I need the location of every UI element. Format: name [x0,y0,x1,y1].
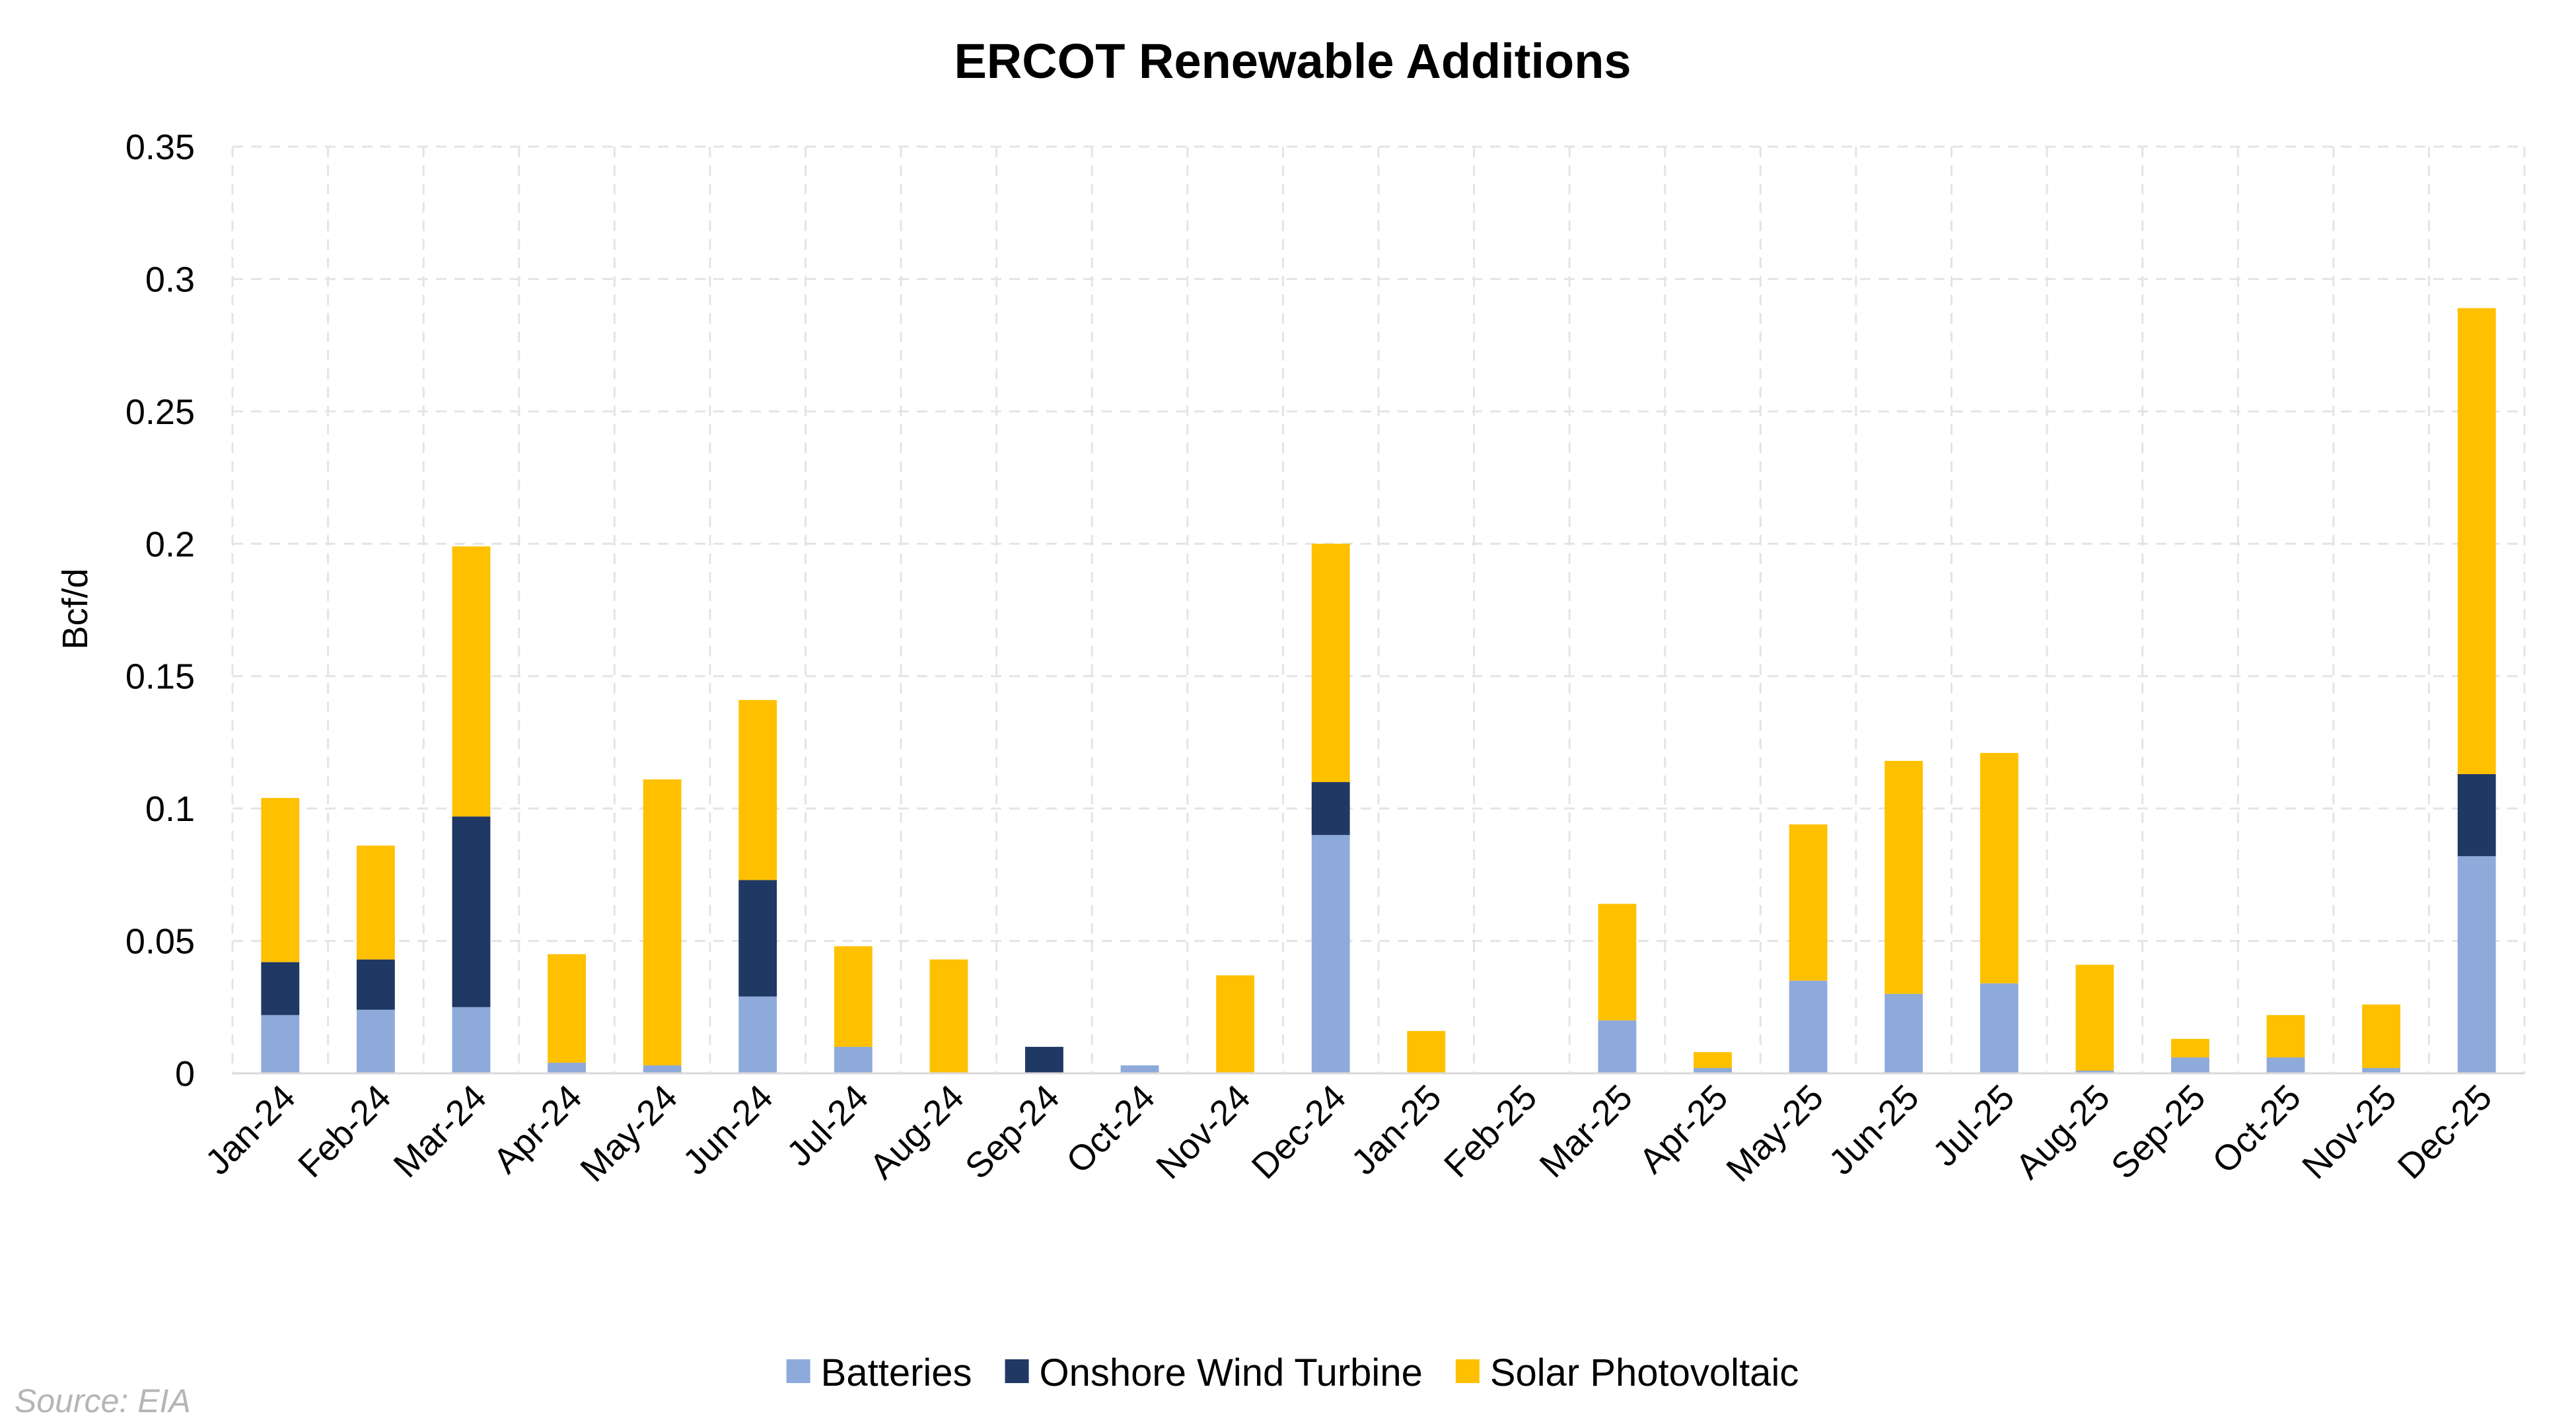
x-tick-label: Nov-25 [2295,1077,2404,1187]
x-tick-label: Jan-24 [198,1077,303,1182]
x-axis-ticks: Jan-24Feb-24Mar-24Apr-24May-24Jun-24Jul-… [198,1077,2500,1190]
bar-segment [1789,824,1828,981]
x-tick-label: Dec-24 [1244,1077,1354,1187]
y-tick-label: 0.15 [125,657,195,697]
bar-segment [1694,1067,1732,1073]
bar-segment [643,779,682,1065]
bar-segment [261,1015,300,1073]
x-tick-label: Jul-24 [779,1077,876,1174]
bar-segment [261,962,300,1015]
chart-title: ERCOT Renewable Additions [954,34,1631,89]
bar-segment [2362,1004,2401,1068]
legend-swatch [1455,1359,1480,1383]
bar-segment [2171,1057,2209,1073]
x-tick-label: Feb-24 [291,1077,398,1185]
legend-label: Onshore Wind Turbine [1040,1351,1423,1394]
source-note: Source: EIA [15,1382,191,1419]
y-tick-label: 0.35 [125,127,195,167]
x-tick-label: Apr-25 [1631,1077,1735,1181]
legend: Batteries Onshore Wind Turbine Solar Photo… [786,1351,1799,1394]
x-tick-label: Aug-24 [862,1077,972,1187]
bar-segment [452,1007,491,1073]
x-tick-label: Mar-24 [386,1077,494,1185]
x-tick-label: Nov-24 [1149,1077,1258,1187]
y-tick-label: 0.3 [145,260,195,299]
bar-segment [2457,856,2496,1073]
bar-segment [1407,1030,1446,1073]
legend-label: Batteries [821,1351,972,1394]
bar-segment [2457,774,2496,857]
bar-segment [356,845,395,960]
bar-segment [356,959,395,1010]
y-tick-label: 0 [175,1054,195,1094]
bar-segment [452,816,491,1007]
y-axis-ticks: 0 0.05 0.1 0.15 0.2 0.25 0.3 0.35 [125,127,195,1094]
bar-segment [834,946,873,1047]
bar-segment [1311,835,1350,1073]
bar-segment [1598,1020,1637,1073]
bar-segment [929,959,968,1073]
x-tick-label: Jul-25 [1925,1077,2022,1174]
bar-segment [1311,544,1350,783]
x-tick-label: Jun-24 [676,1077,781,1182]
bar-segment [548,1062,586,1073]
bar-segment [1216,975,1255,1073]
bar-segment [452,546,491,817]
bar-segment [1311,782,1350,836]
bar-segment [738,880,777,997]
bar-segment [2266,1015,2305,1057]
bar-segment [1694,1052,1732,1068]
x-tick-label: Jan-25 [1344,1077,1449,1182]
bar-segment [1980,983,2019,1073]
x-tick-label: Mar-25 [1532,1077,1640,1185]
bar-segment [1025,1046,1063,1073]
x-tick-label: Oct-25 [2205,1077,2308,1181]
bar-segment [834,1046,873,1073]
y-tick-label: 0.2 [145,524,195,564]
bars [261,308,2496,1073]
legend-swatch [786,1359,810,1383]
legend-swatch [1005,1359,1029,1383]
bar-segment [1884,760,1923,994]
x-tick-label: May-25 [1719,1077,1831,1190]
x-tick-label: Sep-25 [2104,1077,2213,1187]
x-tick-label: Oct-24 [1059,1077,1163,1181]
bar-segment [738,996,777,1073]
bar-segment [1120,1065,1159,1073]
bar-segment [261,798,300,962]
x-tick-label: Sep-24 [958,1077,1067,1187]
x-tick-label: Apr-24 [485,1077,589,1181]
x-tick-label: Aug-25 [2008,1077,2118,1187]
x-tick-label: Feb-25 [1437,1077,1544,1185]
bar-segment [1980,752,2019,983]
legend-label: Solar Photovoltaic [1490,1351,1799,1394]
y-tick-label: 0.1 [145,789,195,829]
bar-segment [2075,1070,2114,1073]
gridlines [231,145,2526,1073]
bar-segment [2457,308,2496,775]
bar-segment [1598,904,1637,1020]
bar-segment [2266,1057,2305,1073]
x-tick-label: May-24 [573,1077,685,1190]
bar-segment [1789,980,1828,1073]
x-tick-label: Jun-25 [1822,1077,1927,1182]
bar-segment [548,954,586,1063]
bar-segment [2362,1067,2401,1073]
bar-segment [356,1009,395,1073]
bar-segment [2171,1038,2209,1057]
y-tick-label: 0.25 [125,392,195,432]
bar-segment [643,1065,682,1073]
bar-segment [738,699,777,880]
y-axis-label: Bcf/d [55,568,95,649]
bar-segment [1884,993,1923,1073]
x-tick-label: Dec-25 [2390,1077,2500,1187]
bar-segment [2075,964,2114,1071]
y-tick-label: 0.05 [125,922,195,962]
